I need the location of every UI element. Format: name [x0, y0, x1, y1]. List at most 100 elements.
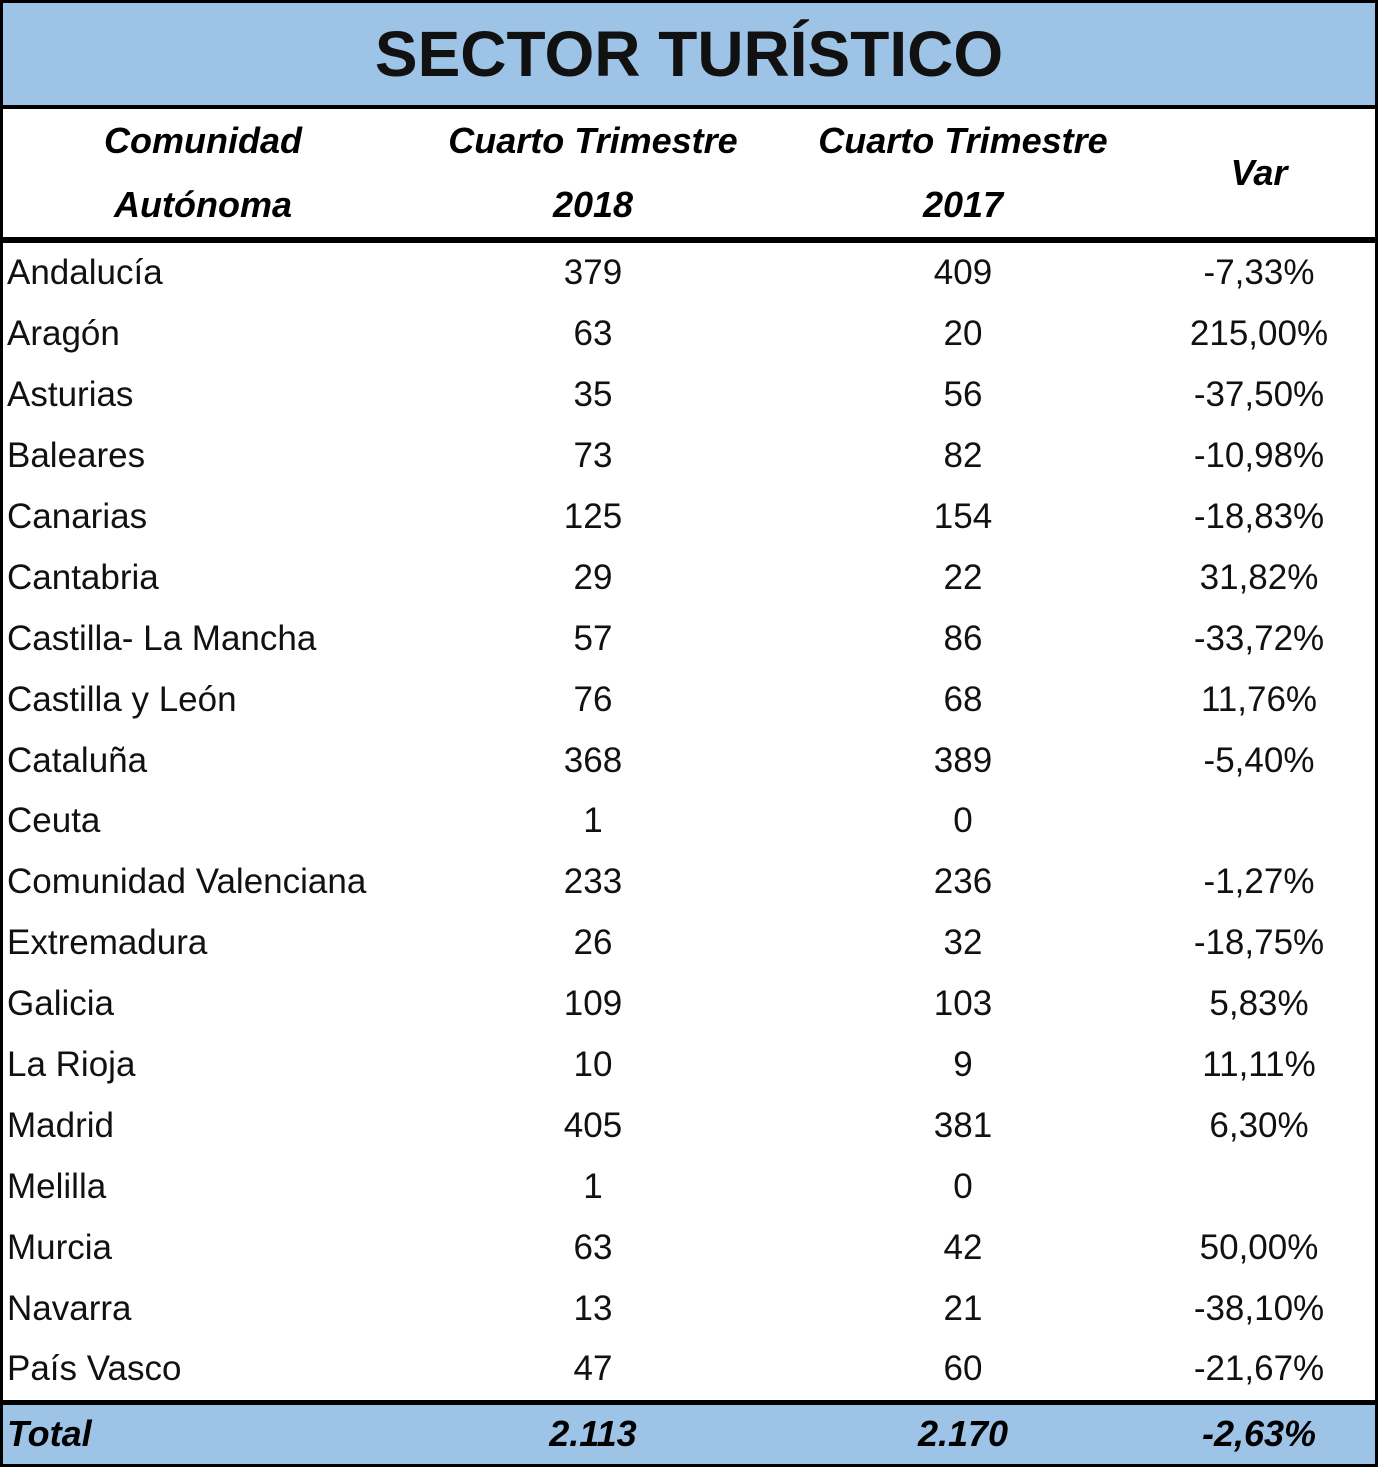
region-cell: Baleares [7, 436, 146, 476]
value-cell: 6,30% [1209, 1105, 1309, 1145]
value-cell: -21,67% [1193, 1349, 1325, 1389]
header-line: Var [1230, 152, 1288, 193]
region-cell: Comunidad Valenciana [7, 862, 367, 902]
value-cell: 103 [933, 984, 993, 1024]
data-row: Comunidad Valenciana 233 236 -1,27% [3, 852, 1375, 913]
value-cell: 236 [933, 862, 993, 902]
value-cell: 63 [573, 1227, 613, 1267]
value-cell: 9 [953, 1045, 973, 1085]
value-cell: 32 [943, 923, 983, 963]
header-cell: Cuarto Trimestre 2017 [783, 109, 1143, 237]
value-cell: 1 [583, 1166, 603, 1206]
value-cell: 215,00% [1189, 314, 1329, 354]
total-row: Total 2.113 2.170 -2,63% [3, 1399, 1375, 1464]
value-cell: 233 [563, 862, 623, 902]
data-row: Murcia 63 42 50,00% [3, 1217, 1375, 1278]
value-cell: 21 [943, 1288, 983, 1328]
region-cell: Castilla y León [7, 679, 237, 719]
value-cell: 20 [943, 314, 983, 354]
header-cell: Var [1143, 141, 1375, 205]
data-row: Cantabria 29 22 31,82% [3, 547, 1375, 608]
value-cell: -18,83% [1193, 497, 1325, 536]
data-row: Cataluña 368 389 -5,40% [3, 730, 1375, 791]
value-cell: 31,82% [1199, 557, 1319, 597]
value-cell: -33,72% [1193, 618, 1325, 658]
value-cell: 60 [943, 1349, 983, 1389]
region-cell: Madrid [7, 1105, 114, 1145]
value-cell: 22 [943, 557, 983, 597]
header-cell: Cuarto Trimestre 2018 [403, 109, 783, 237]
value-cell: 154 [933, 497, 993, 536]
value-cell: -38,10% [1193, 1288, 1325, 1328]
data-row: Ceuta 1 0 [3, 791, 1375, 852]
value-cell: 0 [953, 801, 973, 841]
table: Comunidad Autónoma Cuarto Trimestre 2018 Cua… [3, 109, 1375, 1464]
header-cell: Comunidad Autónoma [3, 109, 403, 237]
value-cell: 381 [933, 1105, 993, 1145]
value-cell: 35 [573, 375, 613, 415]
region-cell: Aragón [7, 314, 120, 354]
data-row: Melilla 1 0 [3, 1156, 1375, 1217]
value-cell: 10 [573, 1045, 613, 1085]
value-cell: -1,27% [1203, 862, 1315, 902]
data-row: Galicia 109 103 5,83% [3, 974, 1375, 1035]
region-cell: Castilla- La Mancha [7, 618, 317, 658]
value-cell: 68 [943, 679, 983, 719]
value-cell: 57 [573, 618, 613, 658]
value-cell: 82 [943, 436, 983, 476]
total-cell: 2.170 [917, 1413, 1009, 1455]
data-row: Baleares 73 82 -10,98% [3, 426, 1375, 487]
region-cell: Extremadura [7, 923, 208, 963]
data-row: Canarias 125 154 -18,83% [3, 487, 1375, 548]
value-cell: 379 [563, 253, 623, 293]
region-cell: Ceuta [7, 801, 101, 841]
value-cell: 47 [573, 1349, 613, 1389]
data-row: Extremadura 26 32 -18,75% [3, 913, 1375, 974]
header-line: Autónoma [114, 184, 292, 225]
region-cell: Andalucía [7, 253, 163, 293]
region-cell: País Vasco [7, 1349, 182, 1389]
value-cell: 86 [943, 618, 983, 658]
value-cell: 42 [943, 1227, 983, 1267]
region-cell: La Rioja [7, 1045, 136, 1085]
header-line: Comunidad [104, 120, 302, 161]
value-cell: 29 [573, 557, 613, 597]
header-line: 2018 [552, 184, 634, 225]
value-cell: 368 [563, 740, 623, 780]
header-line: Cuarto Trimestre [818, 120, 1108, 161]
value-cell: -37,50% [1193, 375, 1325, 415]
data-row: Castilla y León 76 68 11,76% [3, 669, 1375, 730]
region-cell: Asturias [7, 375, 134, 415]
value-cell: -10,98% [1193, 436, 1325, 476]
region-cell: Navarra [7, 1288, 132, 1328]
data-row: País Vasco 47 60 -21,67% [3, 1339, 1375, 1400]
value-cell: -7,33% [1203, 253, 1315, 293]
region-cell: Canarias [7, 497, 148, 536]
value-cell: 76 [573, 679, 613, 719]
value-cell: 389 [933, 740, 993, 780]
value-cell: 73 [573, 436, 613, 476]
value-cell: 5,83% [1209, 984, 1309, 1024]
value-cell: 125 [563, 497, 623, 536]
region-cell: Murcia [7, 1227, 113, 1267]
value-cell: 50,00% [1199, 1227, 1319, 1267]
value-cell: 405 [563, 1105, 623, 1145]
value-cell: 11,76% [1200, 679, 1318, 719]
title: SECTOR TURÍSTICO [3, 3, 1375, 109]
data-row: Asturias 35 56 -37,50% [3, 365, 1375, 426]
total-cell: -2,63% [1201, 1413, 1317, 1455]
data-row: Castilla- La Mancha 57 86 -33,72% [3, 608, 1375, 669]
value-cell: 11,11% [1202, 1045, 1316, 1085]
value-cell: 109 [563, 984, 623, 1024]
header-line: 2017 [922, 184, 1004, 225]
data-row: La Rioja 10 9 11,11% [3, 1035, 1375, 1096]
data-row: Andalucía 379 409 -7,33% [3, 243, 1375, 304]
value-cell: 0 [953, 1166, 973, 1206]
value-cell: -5,40% [1203, 740, 1315, 780]
value-cell: 56 [943, 375, 983, 415]
data-row: Madrid 405 381 6,30% [3, 1095, 1375, 1156]
region-cell: Cantabria [7, 557, 159, 597]
value-cell: 13 [573, 1288, 613, 1328]
region-cell: Melilla [7, 1166, 107, 1206]
